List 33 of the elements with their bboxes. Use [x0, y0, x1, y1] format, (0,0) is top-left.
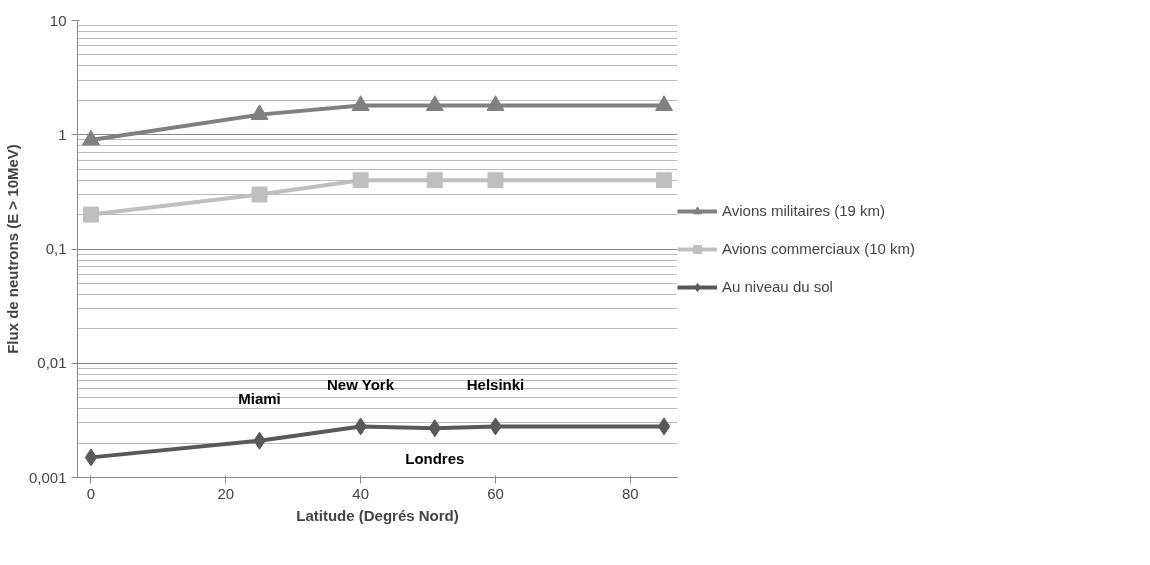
point — [487, 172, 504, 189]
point — [486, 95, 505, 111]
point — [655, 95, 674, 111]
point — [81, 129, 100, 146]
legend-label: Avions commerciaux (10 km) — [722, 240, 916, 257]
annotation: Helsinki — [466, 375, 525, 393]
point — [84, 448, 98, 467]
legend-label: Avions militaires (19 km) — [722, 202, 886, 219]
x-tick-label: 60 — [487, 484, 504, 502]
point — [82, 206, 99, 223]
y-tick-label: 0,1 — [45, 240, 67, 257]
y-tick-label: 10 — [49, 11, 67, 29]
x-tick-label: 20 — [217, 484, 235, 502]
point — [251, 186, 268, 203]
point — [351, 95, 370, 111]
point — [657, 417, 671, 436]
y-tick-label: 0,01 — [37, 354, 67, 372]
point — [425, 95, 444, 111]
x-tick-label: 0 — [86, 484, 96, 502]
y-tick-label: 0,001 — [28, 468, 67, 486]
point — [352, 172, 369, 189]
point — [656, 172, 673, 189]
annotation: New York — [327, 375, 395, 393]
annotation: Miami — [238, 390, 281, 408]
point — [426, 172, 443, 189]
y-axis-title: Flux de neutrons (E > 10MeV) — [3, 144, 21, 354]
point — [250, 104, 269, 121]
legend-label: Au niveau du sol — [722, 278, 833, 295]
x-tick-label: 40 — [352, 484, 369, 502]
x-axis-title: Latitude (Degrés Nord) — [296, 506, 459, 524]
x-tick-label: 80 — [621, 484, 639, 502]
y-tick-label: 1 — [58, 125, 67, 143]
annotation: Londres — [405, 449, 465, 467]
